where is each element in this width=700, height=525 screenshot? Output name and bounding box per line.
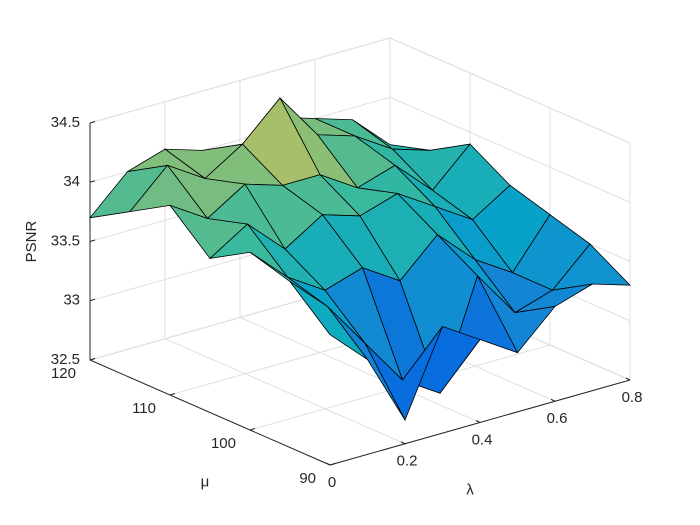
y-tick (249, 428, 256, 431)
x-tick (475, 420, 481, 423)
z-axis-label: PSNR (23, 221, 40, 263)
x-tick-label: 0.6 (547, 410, 568, 427)
x-tick-label: 0.4 (472, 431, 493, 448)
surface-patch (289, 281, 368, 360)
z-tick (89, 298, 96, 302)
x-tick-label: 0.8 (622, 389, 643, 406)
z-tick-label: 33 (63, 292, 80, 309)
x-tick (400, 441, 406, 445)
y-tick-label: 100 (211, 435, 236, 452)
y-axis (89, 359, 331, 466)
y-tick-label: 90 (299, 470, 316, 487)
x-tick (325, 462, 331, 466)
y-axis-label: μ (201, 473, 210, 490)
z-tick-label: 32.5 (51, 351, 80, 368)
z-tick-label: 34.5 (51, 114, 80, 131)
x-tick-label: 0 (328, 474, 336, 491)
z-tick (89, 239, 96, 242)
z-tick-label: 33.5 (51, 232, 80, 249)
y-tick-label: 120 (51, 365, 76, 382)
grid-line (164, 338, 406, 445)
y-tick (169, 393, 176, 396)
y-tick-label: 110 (132, 400, 156, 417)
grid-line (239, 317, 481, 423)
grid-line (389, 96, 631, 203)
x-tick (625, 377, 631, 381)
z-tick (89, 121, 96, 124)
grid-line (389, 37, 631, 144)
z-tick-label: 34 (63, 173, 80, 190)
z-tick (89, 358, 96, 361)
x-tick (550, 398, 556, 402)
x-tick-label: 0.2 (397, 453, 418, 470)
grid-line (89, 37, 391, 124)
y-tick (329, 463, 336, 466)
z-tick (89, 180, 96, 183)
x-axis-label: λ (466, 481, 474, 498)
